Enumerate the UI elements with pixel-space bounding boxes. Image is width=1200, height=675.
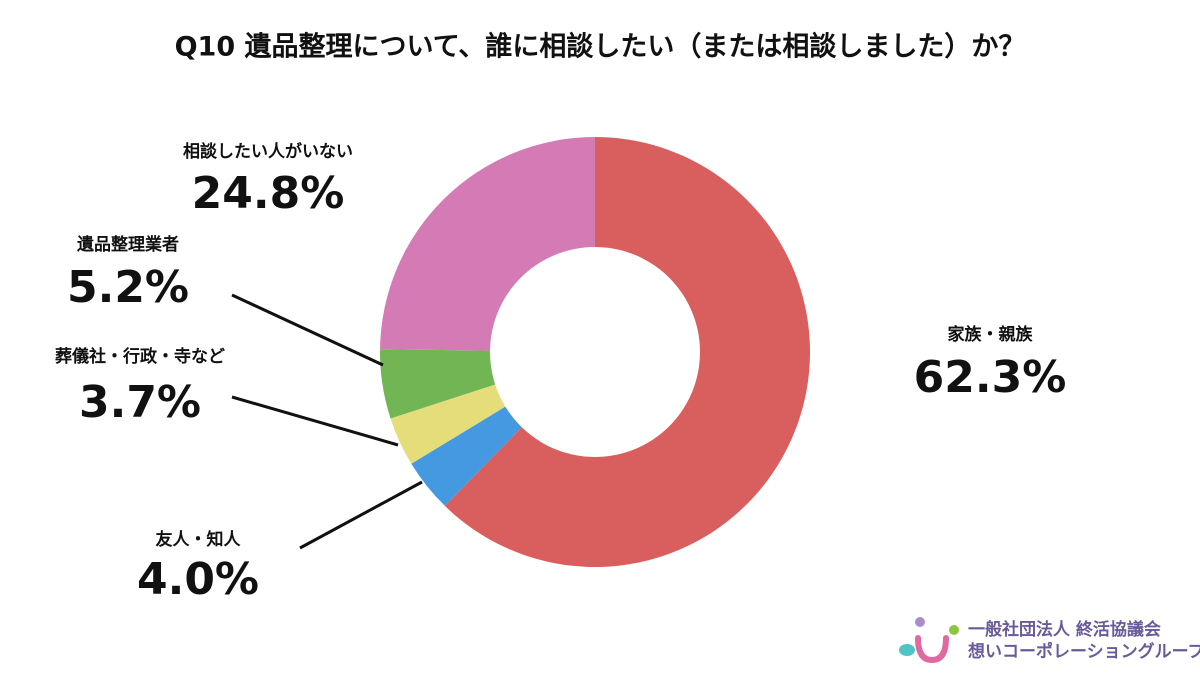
logo-dot bbox=[915, 617, 925, 627]
slice-label: 葬儀社・行政・寺など bbox=[55, 346, 225, 367]
value-label: 24.8% bbox=[192, 168, 345, 219]
value-label: 5.2% bbox=[67, 262, 189, 313]
logo-dot bbox=[899, 644, 915, 656]
slice-label: 家族・親族 bbox=[948, 324, 1034, 345]
donut-slice bbox=[390, 384, 506, 464]
value-label: 3.7% bbox=[79, 377, 201, 428]
logo-text: 一般社団法人 終活協議会 bbox=[968, 619, 1161, 640]
leader-line bbox=[231, 395, 399, 447]
donut-slice bbox=[411, 406, 522, 506]
value-label: 4.0% bbox=[137, 554, 259, 605]
slice-label: 遺品整理業者 bbox=[77, 234, 179, 255]
logo-smile bbox=[915, 635, 949, 664]
donut-slice bbox=[380, 137, 595, 351]
logo-dot bbox=[949, 625, 959, 635]
chart-title: Q10 遺品整理について、誰に相談したい（または相談しました）か？ bbox=[175, 31, 1026, 63]
leader-line bbox=[299, 480, 423, 550]
logo: 一般社団法人 終活協議会 想いコーポレーショングループ bbox=[899, 617, 1200, 664]
donut-slice bbox=[444, 137, 810, 567]
logo-text: 想いコーポレーショングループ bbox=[968, 641, 1200, 662]
slice-label: 友人・知人 bbox=[156, 529, 242, 550]
leader-line bbox=[231, 293, 384, 367]
slice-label: 相談したい人がいない bbox=[183, 141, 353, 162]
value-label: 62.3% bbox=[914, 352, 1067, 403]
donut-slice bbox=[379, 349, 496, 419]
